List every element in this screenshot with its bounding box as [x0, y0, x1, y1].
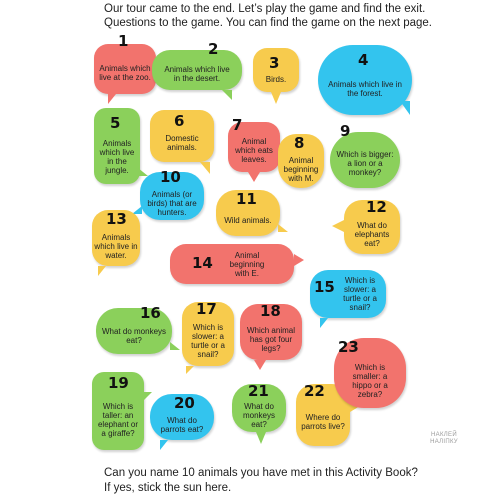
bubble-text: What do elephants eat? [354, 220, 390, 248]
bubble-text: Animals which live in the jungle. [99, 139, 135, 175]
bubble-text: Where do parrots live? [301, 413, 345, 431]
bubble-text: Animals (or birds) that are hunters. [147, 189, 197, 217]
bubble-number: 5 [110, 114, 121, 132]
outro-text: Can you name 10 animals you have met in … [104, 466, 484, 496]
bubble-number: 11 [236, 190, 257, 208]
bubble-5: 5 Animals which live in the jungle. [94, 108, 148, 184]
bubble-21: 21 What do monkeys eat? [232, 382, 286, 444]
bubble-7: 7 Animal which eats leaves. [228, 118, 280, 182]
bubble-text: What do monkeys eat? [242, 401, 275, 429]
bubble-number: 16 [140, 304, 161, 322]
intro-line-2: Questions to the game. You can find the … [104, 17, 432, 29]
bubble-9: 9 Which is bigger: a lion or a monkey? [330, 124, 400, 188]
bubble-text: Animals which live at the zoo. [99, 64, 151, 82]
bubble-17: 17 Which is slower: a turtle or a snail? [182, 300, 234, 374]
bubble-text: Which is taller: an elephant or a giraff… [97, 402, 139, 438]
bubble-number: 1 [118, 32, 129, 50]
bubble-text: What do monkeys eat? [101, 327, 167, 345]
sticker-line-1: НАКЛЕЙ [431, 432, 457, 438]
bubble-6: 6 Domestic animals. [150, 110, 214, 174]
bubble-15: 15 Which is slower: a turtle or a snail? [310, 270, 386, 328]
bubble-11: 11 Wild animals. [216, 190, 288, 236]
bubble-text: Birds. [265, 74, 287, 84]
bubble-number: 7 [232, 116, 243, 134]
bubble-text: Animal beginning with E. [229, 250, 265, 278]
bubble-number: 14 [192, 254, 213, 272]
bubble-number: 12 [366, 198, 387, 216]
intro-text: Our tour came to the end. Let’s play the… [104, 2, 464, 30]
bubble-14: 14 Animal beginning with E. [170, 244, 304, 284]
bubble-text: Which is slower: a turtle or a snail? [191, 323, 225, 359]
bubble-text: Which is bigger: a lion or a monkey? [336, 149, 394, 177]
bubble-text: Which animal has got four legs? [246, 325, 295, 353]
bubble-number: 4 [358, 51, 369, 69]
bubble-number: 6 [174, 112, 185, 130]
bubble-text: What do parrots eat? [160, 416, 204, 434]
bubble-text: Animal which eats leaves. [235, 136, 273, 164]
bubble-number: 22 [304, 382, 325, 400]
outro-line-1: Can you name 10 animals you have met in … [104, 467, 418, 479]
bubble-number: 8 [294, 134, 305, 152]
bubble-number: 15 [314, 278, 335, 296]
bubble-number: 18 [260, 302, 281, 320]
bubble-number: 10 [160, 168, 181, 186]
sticker-line-2: НАЛІПКУ [430, 439, 458, 445]
intro-line-1: Our tour came to the end. Let’s play the… [104, 3, 426, 15]
bubble-number: 20 [174, 394, 195, 412]
bubble-13: 13 Animals which live in water. [92, 210, 140, 276]
bubble-text: Animals which live in water. [94, 232, 138, 260]
bubble-19: 19 Which is taller: an elephant or a gir… [92, 372, 152, 450]
bubble-10: 10 Animals (or birds) that are hunters. [132, 168, 204, 220]
bubble-number: 19 [108, 374, 129, 392]
bubble-23: 23 Which is smaller: a hippo or a zebra? [334, 338, 406, 408]
outro-line-2: If yes, stick the sun here. [104, 482, 232, 494]
bubble-text: Domestic animals. [165, 134, 199, 152]
bubble-number: 21 [248, 382, 269, 400]
bubble-text: Animals which live in the desert. [164, 65, 230, 83]
bubble-8: 8 Animal beginning with M. [278, 134, 324, 188]
bubble-text: Animals which live in the forest. [328, 80, 402, 98]
bubble-12: 12 What do elephants eat? [332, 198, 400, 254]
bubble-number: 23 [338, 338, 359, 356]
bubble-number: 13 [106, 210, 127, 228]
bubble-text: Which is smaller: a hippo or a zebra? [352, 363, 388, 399]
bubble-text: Wild animals. [224, 215, 272, 225]
bubble-text: Animal beginning with M. [283, 155, 319, 183]
bubble-text: Which is slower: a turtle or a snail? [343, 276, 377, 312]
bubble-number: 2 [208, 40, 219, 58]
bubble-number: 17 [196, 300, 217, 318]
bubble-20: 20 What do parrots eat? [150, 394, 214, 450]
bubble-number: 3 [269, 54, 280, 72]
bubble-16: 16 What do monkeys eat? [96, 304, 180, 354]
bubble-3: 3 Birds. [253, 48, 299, 104]
bubble-4: 4 Animals which live in the forest. [318, 45, 412, 115]
bubble-18: 18 Which animal has got four legs? [240, 302, 302, 370]
bubble-number: 9 [340, 122, 351, 140]
bubble-2: 2 Animals which live in the desert. [152, 42, 242, 100]
sticker-placeholder: НАКЛЕЙ НАЛІПКУ [418, 432, 470, 446]
bubble-1: 1 Animals which live at the zoo. [94, 34, 156, 104]
